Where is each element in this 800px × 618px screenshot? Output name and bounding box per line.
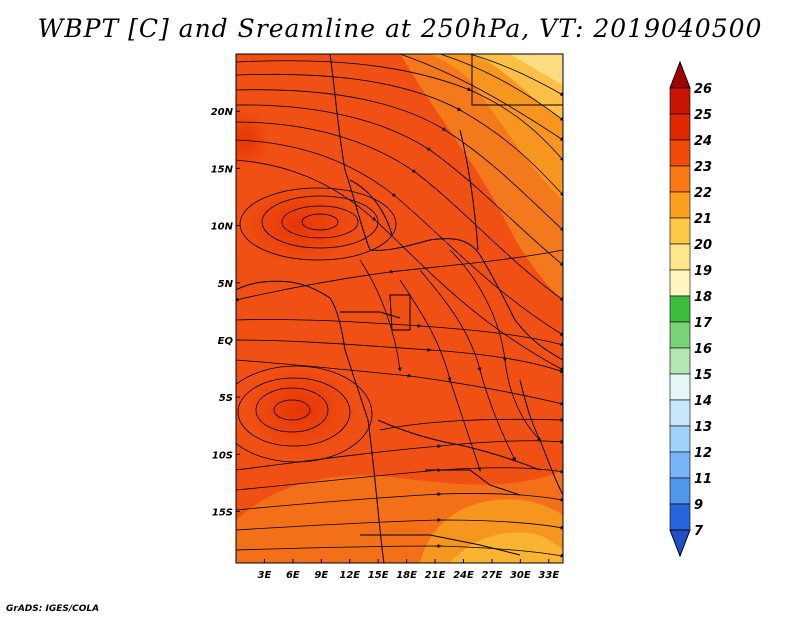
colorbar-segment <box>669 295 691 323</box>
colorbar-label: 15 <box>694 368 712 383</box>
lat-tick-label: 10N <box>211 222 234 233</box>
lon-tick-label: 15E <box>368 570 389 581</box>
political-boundaries <box>236 54 563 563</box>
colorbar-label: 19 <box>694 264 712 279</box>
lat-tick-label: 5N <box>218 279 234 290</box>
colorbar-label: 11 <box>694 472 712 487</box>
colorbar-label: 20 <box>694 238 712 253</box>
colorbar-segment <box>669 503 691 531</box>
colorbar-segment <box>669 139 691 167</box>
chart-title: WBPT [C] and Sreamline at 250hPa, VT: 20… <box>37 14 763 43</box>
colorbar-segment <box>669 477 691 505</box>
colorbar-label: 24 <box>694 134 712 149</box>
colorbar-segment <box>669 113 691 141</box>
lon-tick-label: 27E <box>482 570 503 581</box>
colorbar-label: 18 <box>694 290 712 305</box>
lon-tick-label: 3E <box>258 570 272 581</box>
colorbar-label: 14 <box>694 394 712 409</box>
lon-tick-label: 9E <box>314 570 328 581</box>
colorbar-label: 25 <box>694 108 712 123</box>
grads-credit: GrADS: IGES/COLA <box>6 604 100 614</box>
colorbar-segment <box>669 87 691 115</box>
colorbar-label: 26 <box>694 82 712 97</box>
colorbar-label: 16 <box>694 342 712 357</box>
colorbar-segment <box>669 321 691 349</box>
colorbar-label: 7 <box>694 524 704 539</box>
colorbar: 26 25 24 23 22 21 20 19 18 17 16 15 14 13 12 11 9 7 <box>669 60 713 558</box>
lon-tick-label: 24E <box>453 570 474 581</box>
lon-tick-label: 18E <box>396 570 417 581</box>
latitude-axis: 20N 15N 10N 5N EQ 5S 10S 15S <box>211 107 240 519</box>
colorbar-label: 13 <box>694 420 712 435</box>
colorbar-label: 12 <box>694 446 712 461</box>
map-frame <box>235 53 564 564</box>
lon-tick-label: 12E <box>339 570 360 581</box>
colorbar-segment <box>669 165 691 193</box>
colorbar-segment <box>669 347 691 375</box>
longitude-axis: 3E 6E 9E 12E 15E 18E 21E 24E 27E 30E 33E <box>258 559 559 581</box>
colorbar-segment <box>669 243 691 271</box>
wbpt-hotspot <box>240 185 360 265</box>
colorbar-label: 23 <box>694 160 712 175</box>
colorbar-segment <box>669 191 691 219</box>
colorbar-segment <box>669 269 691 297</box>
lat-tick-label: EQ <box>218 336 234 347</box>
wbpt-hotspot <box>245 365 355 455</box>
map-plot-area <box>236 54 563 563</box>
colorbar-segment <box>669 399 691 427</box>
lat-tick-label: 15N <box>211 164 234 175</box>
lon-tick-label: 6E <box>286 570 300 581</box>
colorbar-label: 17 <box>694 316 713 331</box>
colorbar-segment <box>669 373 691 401</box>
colorbar-label: 9 <box>694 498 703 513</box>
colorbar-max-arrow <box>669 60 691 89</box>
streamlines <box>236 54 563 558</box>
lat-tick-label: 5S <box>219 393 233 404</box>
lon-tick-label: 33E <box>538 570 559 581</box>
lon-tick-label: 21E <box>425 570 446 581</box>
colorbar-segment <box>669 451 691 479</box>
lat-tick-label: 20N <box>211 107 234 118</box>
colorbar-segment <box>669 425 691 453</box>
colorbar-min-arrow <box>669 529 691 558</box>
lon-tick-label: 30E <box>510 570 531 581</box>
colorbar-label: 21 <box>694 212 712 227</box>
wbpt-band-19 <box>510 54 563 85</box>
colorbar-segment <box>669 217 691 245</box>
lat-tick-label: 15S <box>212 508 233 519</box>
wbpt-hotspot <box>236 110 270 170</box>
colorbar-label: 22 <box>694 186 712 201</box>
lat-tick-label: 10S <box>212 450 233 461</box>
